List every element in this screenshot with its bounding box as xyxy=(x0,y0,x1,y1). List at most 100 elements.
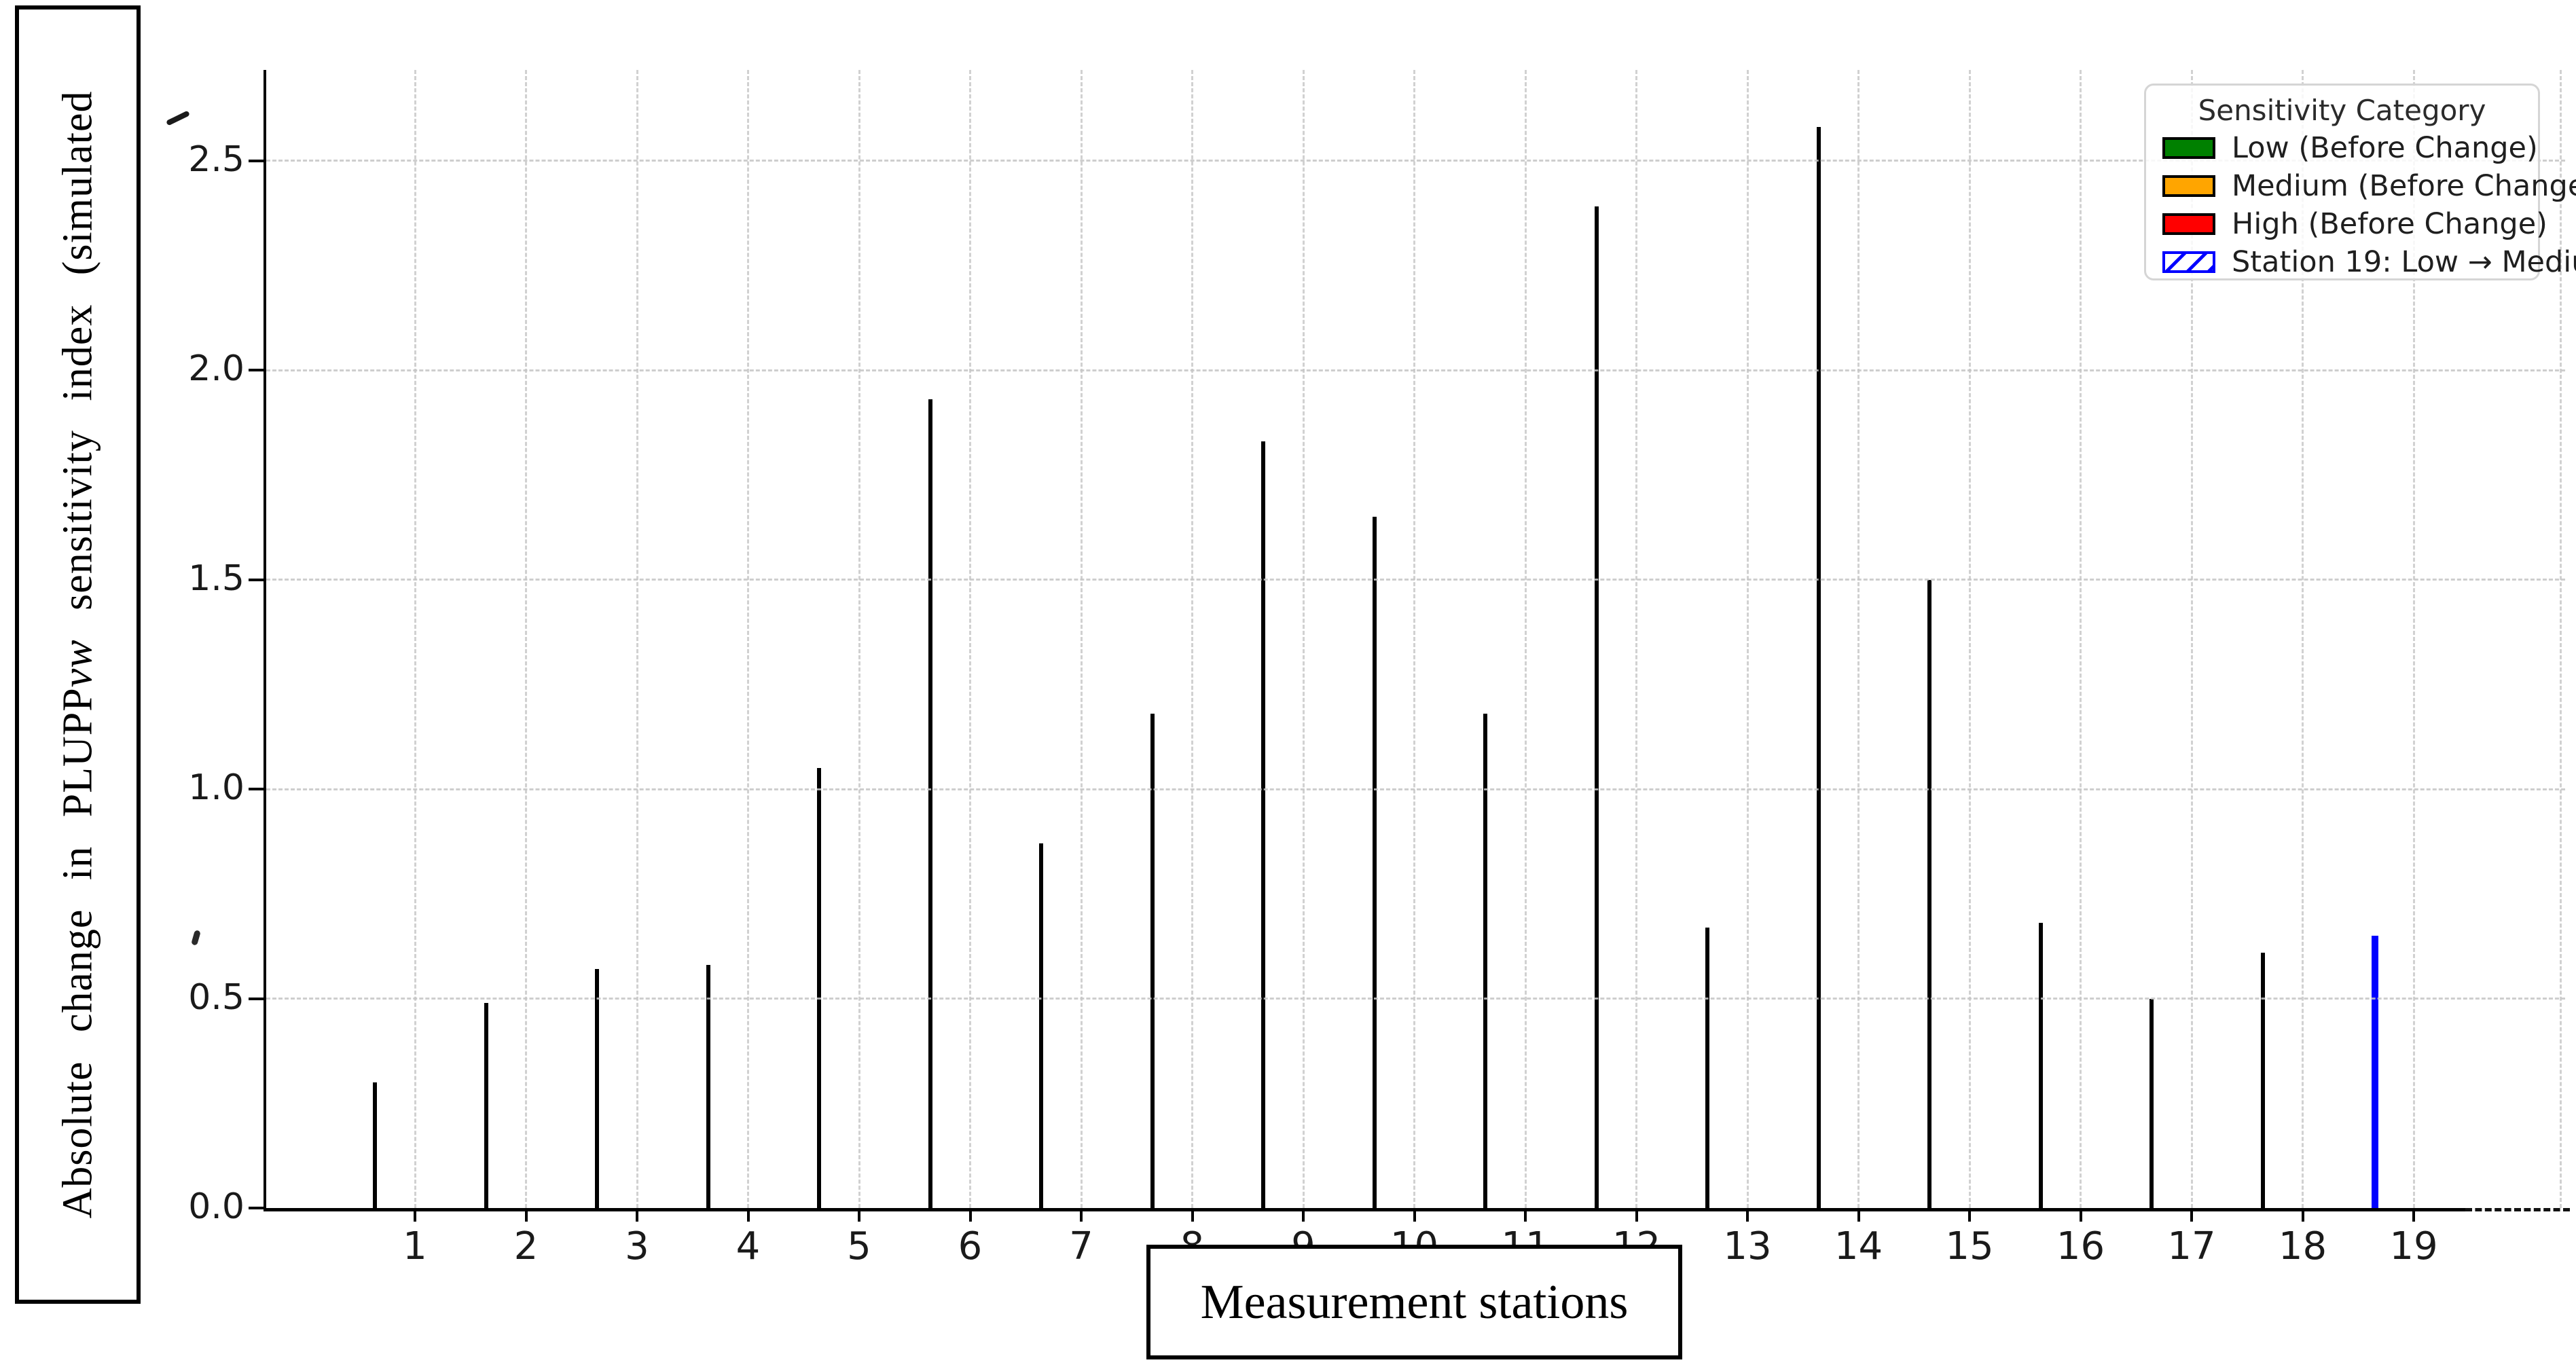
legend-item: Medium (Before Change) xyxy=(2146,169,2576,203)
x-tick-label: 19 xyxy=(2389,1224,2438,1268)
bar-station-2 xyxy=(484,1002,488,1208)
stray-mark-top xyxy=(166,110,190,126)
bar-station-13 xyxy=(1705,927,1709,1208)
y-tick-mark xyxy=(249,369,266,371)
gridline-vertical xyxy=(1635,70,1637,1208)
bar-station-16 xyxy=(2038,923,2043,1208)
y-tick-mark xyxy=(249,1207,266,1209)
x-tick-label: 2 xyxy=(513,1224,539,1268)
gridline-vertical xyxy=(2080,70,2082,1208)
gridline-vertical xyxy=(2190,70,2193,1208)
legend-title: Sensitivity Category xyxy=(2198,94,2486,127)
bar-station-1 xyxy=(373,1082,377,1208)
x-tick-mark xyxy=(2190,1208,2193,1222)
x-tick-mark xyxy=(968,1208,972,1222)
y-axis-label-italic: vw xyxy=(54,639,101,688)
x-axis-label-box: Measurement stations xyxy=(1146,1245,1682,1359)
gridline-vertical xyxy=(1413,70,1415,1208)
x-tick-mark xyxy=(524,1208,528,1222)
x-tick-label: 3 xyxy=(625,1224,649,1268)
y-tick-label: 2.0 xyxy=(188,348,244,389)
gridline-vertical xyxy=(1524,70,1527,1208)
legend-swatch xyxy=(2162,175,2215,197)
y-axis-label-prefix: Absolute change in PLUPP xyxy=(54,687,101,1219)
legend-item-label: Medium (Before Change) xyxy=(2232,168,2576,203)
y-axis-label-suffix: sensitivity index (simulated xyxy=(54,90,101,640)
bar-station-18 xyxy=(2260,952,2265,1208)
bar-station-4 xyxy=(706,965,710,1208)
legend-swatch xyxy=(2162,136,2215,159)
gridline-vertical xyxy=(2560,70,2562,1208)
bar-station-17 xyxy=(2149,998,2154,1208)
legend-item: High (Before Change) xyxy=(2146,207,2547,241)
y-tick-mark xyxy=(249,788,266,790)
legend-item: Station 19: Low → Medium xyxy=(2146,245,2576,279)
x-tick-label: 14 xyxy=(1834,1224,1883,1268)
y-tick-label: 1.5 xyxy=(188,557,244,599)
gridline-vertical xyxy=(2302,70,2304,1208)
y-axis-spine xyxy=(264,70,266,1211)
x-tick-label: 16 xyxy=(2056,1224,2105,1268)
legend-swatch-hatched xyxy=(2162,251,2215,273)
plot-area: 0.00.51.01.52.02.51234567891011121314151… xyxy=(188,70,2570,1268)
x-tick-mark xyxy=(1857,1208,1860,1222)
x-tick-mark xyxy=(1746,1208,1749,1222)
y-tick-label: 2.5 xyxy=(188,139,244,180)
gridline-horizontal xyxy=(266,579,2565,581)
x-tick-mark xyxy=(1413,1208,1416,1222)
gridline-vertical xyxy=(858,70,860,1208)
x-tick-mark xyxy=(858,1208,860,1222)
gridline-vertical xyxy=(1302,70,1305,1208)
y-tick-mark xyxy=(249,997,266,1000)
x-tick-label: 4 xyxy=(736,1224,761,1268)
x-tick-mark xyxy=(1524,1208,1527,1222)
legend-items: Low (Before Change) Medium (Before Change… xyxy=(2146,131,2576,279)
y-tick-label: 0.5 xyxy=(188,976,244,1018)
x-tick-mark xyxy=(1191,1208,1194,1222)
legend-item: Low (Before Change) xyxy=(2146,131,2538,165)
y-tick-label: 1.0 xyxy=(188,767,244,808)
gridline-vertical xyxy=(636,70,638,1208)
gridline-vertical xyxy=(1080,70,1083,1208)
x-tick-mark xyxy=(2412,1208,2415,1222)
x-tick-label: 6 xyxy=(958,1224,983,1268)
legend-item-label: High (Before Change) xyxy=(2232,206,2547,241)
gridline-vertical xyxy=(1857,70,1860,1208)
gridline-vertical xyxy=(747,70,749,1208)
x-tick-label: 17 xyxy=(2167,1224,2216,1268)
gridline-vertical xyxy=(2412,70,2415,1208)
x-tick-mark xyxy=(1302,1208,1305,1222)
stray-mark-left xyxy=(191,930,201,946)
gridline-vertical xyxy=(414,70,416,1208)
x-tick-label: 18 xyxy=(2278,1224,2327,1268)
x-axis-spine-dashed-end xyxy=(2465,1208,2570,1211)
x-tick-label: 7 xyxy=(1069,1224,1093,1268)
x-axis-spine xyxy=(264,1208,2465,1211)
bar-station-6 xyxy=(928,399,932,1208)
bar-station-5 xyxy=(817,768,821,1208)
x-tick-mark xyxy=(636,1208,638,1222)
x-tick-mark xyxy=(1635,1208,1638,1222)
y-tick-label: 0.0 xyxy=(188,1186,244,1227)
x-tick-mark xyxy=(2301,1208,2304,1222)
bar-station-7 xyxy=(1039,843,1043,1208)
y-tick-mark xyxy=(249,159,266,162)
gridline-vertical xyxy=(525,70,527,1208)
x-tick-label: 1 xyxy=(403,1224,427,1268)
bar-station-19 xyxy=(2372,935,2378,1208)
bar-station-3 xyxy=(595,969,599,1208)
x-tick-mark xyxy=(1968,1208,1971,1222)
gridline-vertical xyxy=(969,70,971,1208)
gridline-horizontal xyxy=(266,998,2565,1000)
bar-station-12 xyxy=(1594,206,1599,1208)
bar-station-14 xyxy=(1816,127,1821,1208)
gridline-horizontal xyxy=(266,369,2565,371)
gridline-horizontal xyxy=(266,160,2565,162)
y-tick-mark xyxy=(249,578,266,581)
y-axis-label: Absolute change in PLUPPvw sensitivity i… xyxy=(54,91,102,1219)
bar-station-8 xyxy=(1150,713,1155,1208)
gridline-vertical xyxy=(1746,70,1749,1208)
x-tick-label: 13 xyxy=(1723,1224,1772,1268)
legend-item-label: Low (Before Change) xyxy=(2232,130,2538,165)
x-tick-mark xyxy=(746,1208,750,1222)
